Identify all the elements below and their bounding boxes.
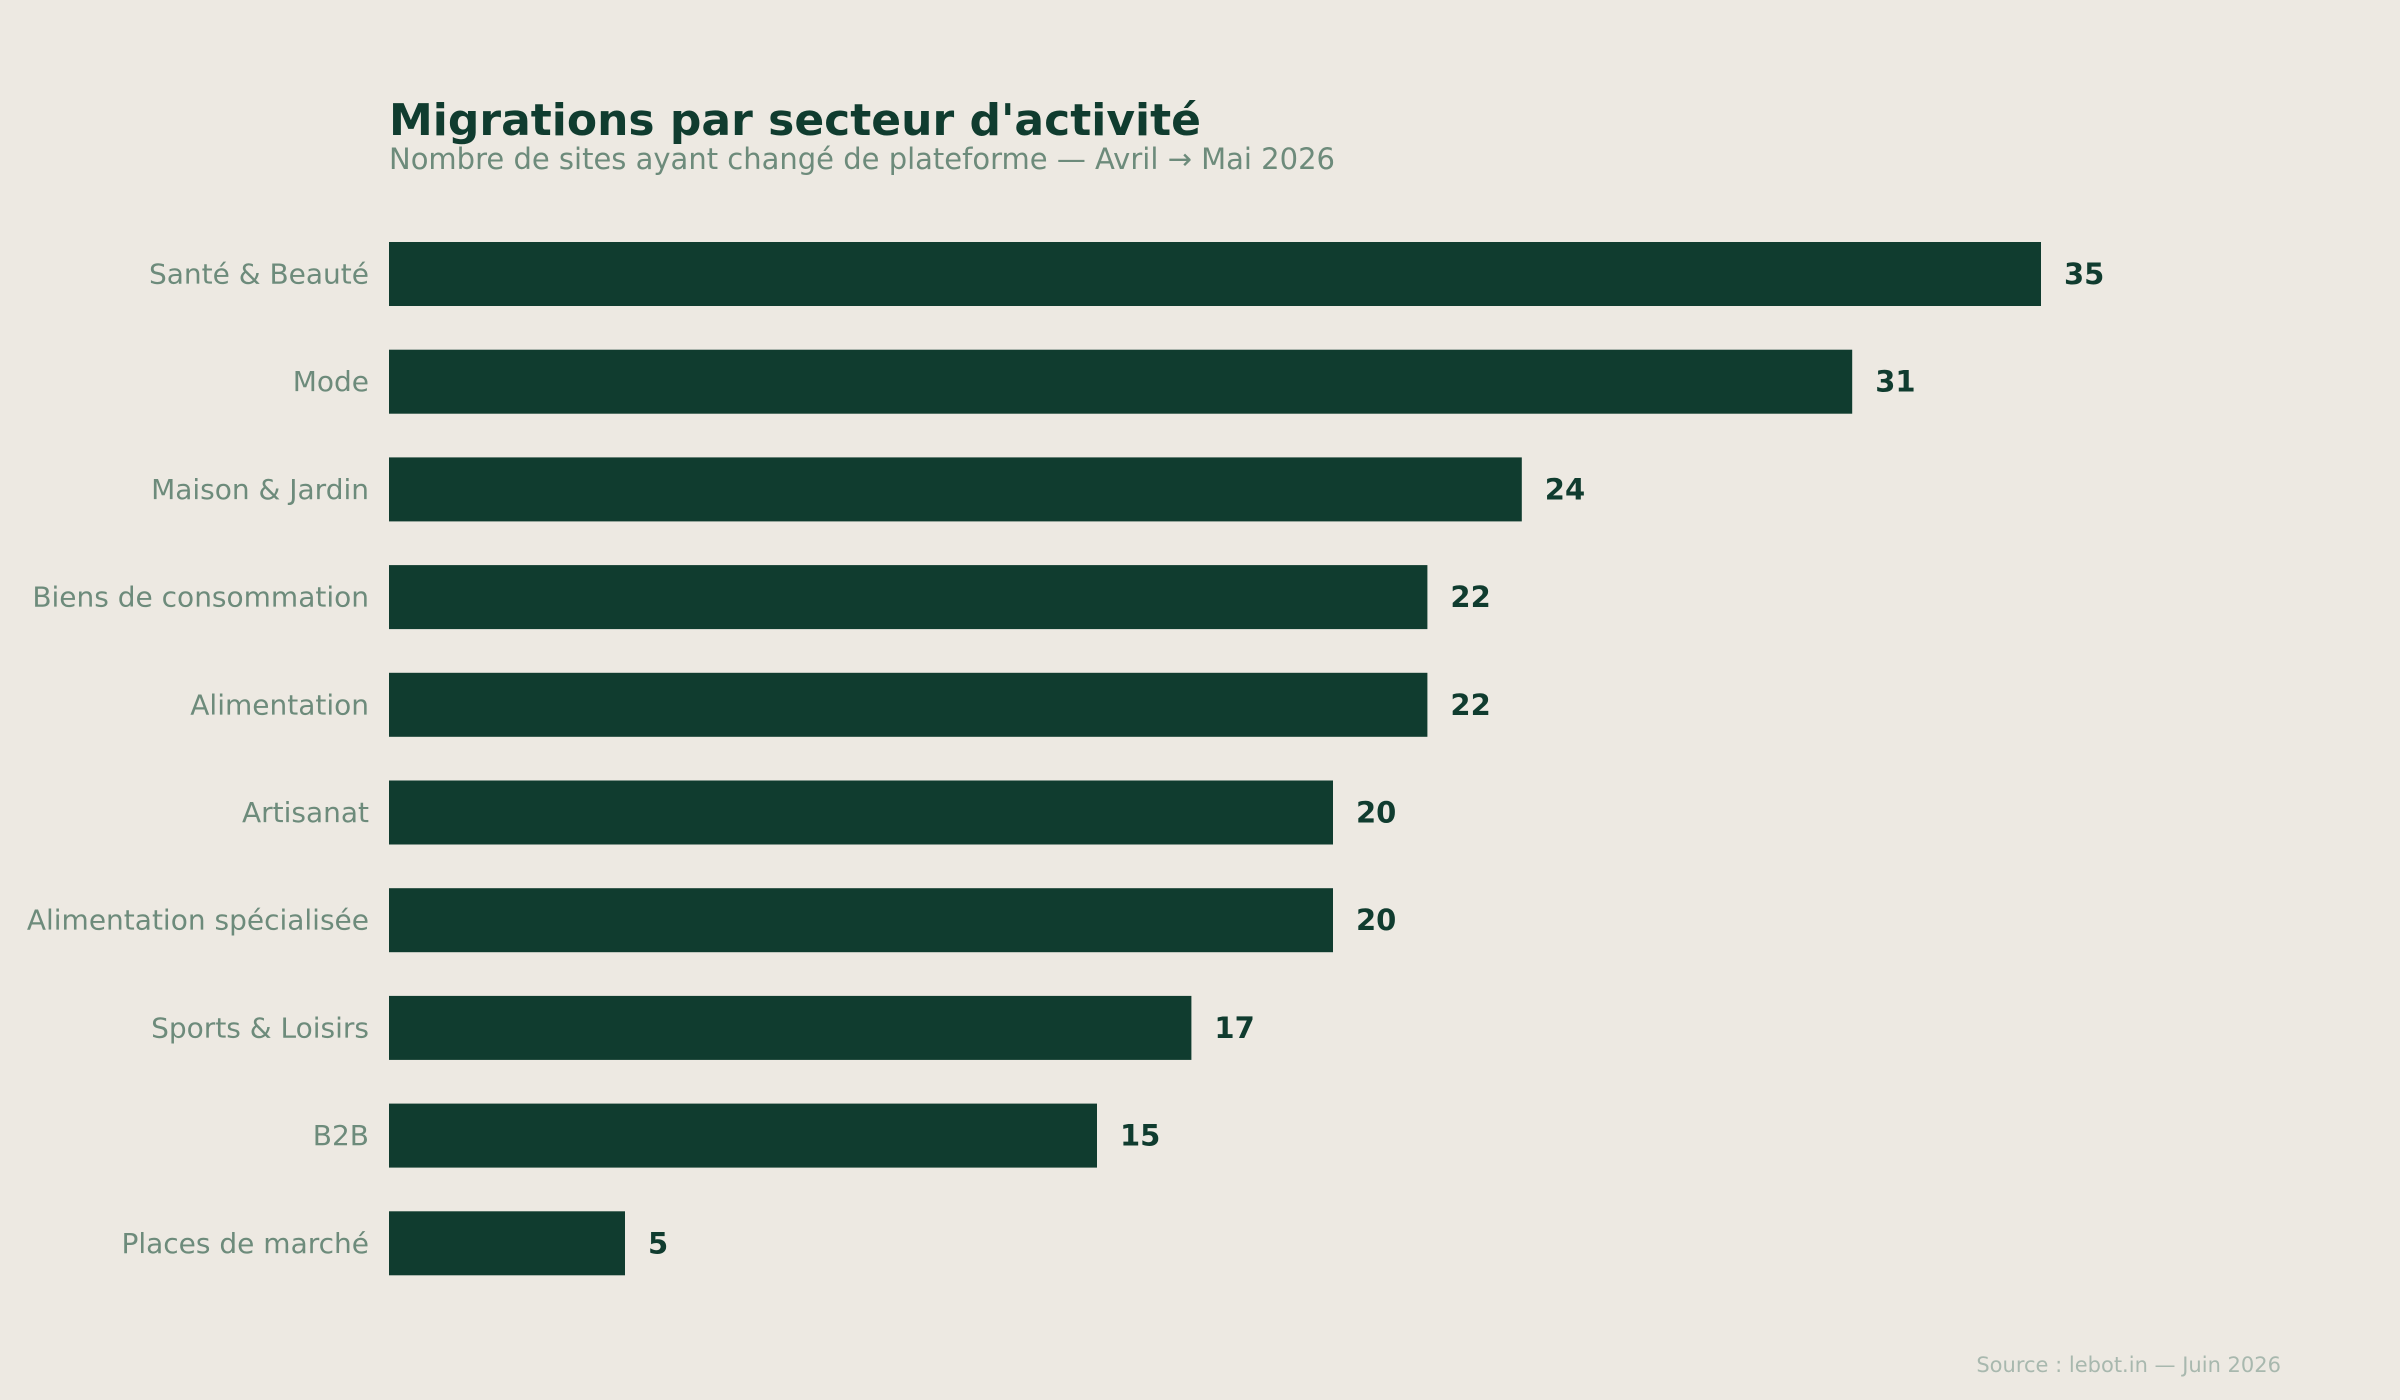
value-label: 35 <box>2064 257 2104 291</box>
bar <box>389 1211 625 1276</box>
category-label: Alimentation <box>190 688 369 721</box>
bar <box>389 995 1192 1060</box>
bar <box>389 457 1522 522</box>
value-label: 15 <box>1120 1119 1160 1153</box>
value-label: 20 <box>1356 903 1396 937</box>
category-label: Alimentation spécialisée <box>27 904 369 937</box>
category-label: Maison & Jardin <box>151 473 369 506</box>
bar-row: Mode 31 <box>293 349 1916 414</box>
category-label: Places de marché <box>121 1227 369 1260</box>
bar <box>389 565 1428 630</box>
category-label: Biens de consommation <box>32 581 369 614</box>
value-label: 5 <box>648 1226 668 1260</box>
chart-title: Migrations par secteur d'activité <box>389 95 1201 146</box>
category-label: Sports & Loisirs <box>151 1011 369 1044</box>
value-label: 22 <box>1450 580 1490 614</box>
value-label: 24 <box>1545 472 1585 506</box>
bar <box>389 888 1333 953</box>
bar-row: Maison & Jardin 24 <box>151 457 1585 522</box>
bar-row: Artisanat 20 <box>242 780 1396 845</box>
value-label: 31 <box>1875 365 1915 399</box>
bar <box>389 672 1428 737</box>
chart-subtitle: Nombre de sites ayant changé de platefor… <box>389 142 1335 176</box>
bar <box>389 1103 1097 1168</box>
bar-row: Alimentation 22 <box>190 672 1491 737</box>
bar-row: Alimentation spécialisée 20 <box>27 888 1396 953</box>
bar-row: Biens de consommation 22 <box>32 565 1491 630</box>
category-label: Santé & Beauté <box>149 258 369 291</box>
chart-source: Source : lebot.in — Juin 2026 <box>1976 1353 2281 1377</box>
bar-row: B2B 15 <box>313 1103 1160 1168</box>
bar-row: Santé & Beauté 35 <box>149 242 2104 306</box>
category-label: Mode <box>293 365 369 398</box>
bar-row: Places de marché 5 <box>121 1211 668 1276</box>
value-label: 20 <box>1356 796 1396 830</box>
bar <box>389 780 1333 845</box>
bar-row: Sports & Loisirs 17 <box>151 995 1255 1060</box>
value-label: 17 <box>1214 1011 1254 1045</box>
bar <box>389 349 1853 414</box>
category-label: Artisanat <box>242 796 369 829</box>
category-label: B2B <box>313 1119 369 1152</box>
value-label: 22 <box>1450 688 1490 722</box>
bar <box>389 242 2041 306</box>
